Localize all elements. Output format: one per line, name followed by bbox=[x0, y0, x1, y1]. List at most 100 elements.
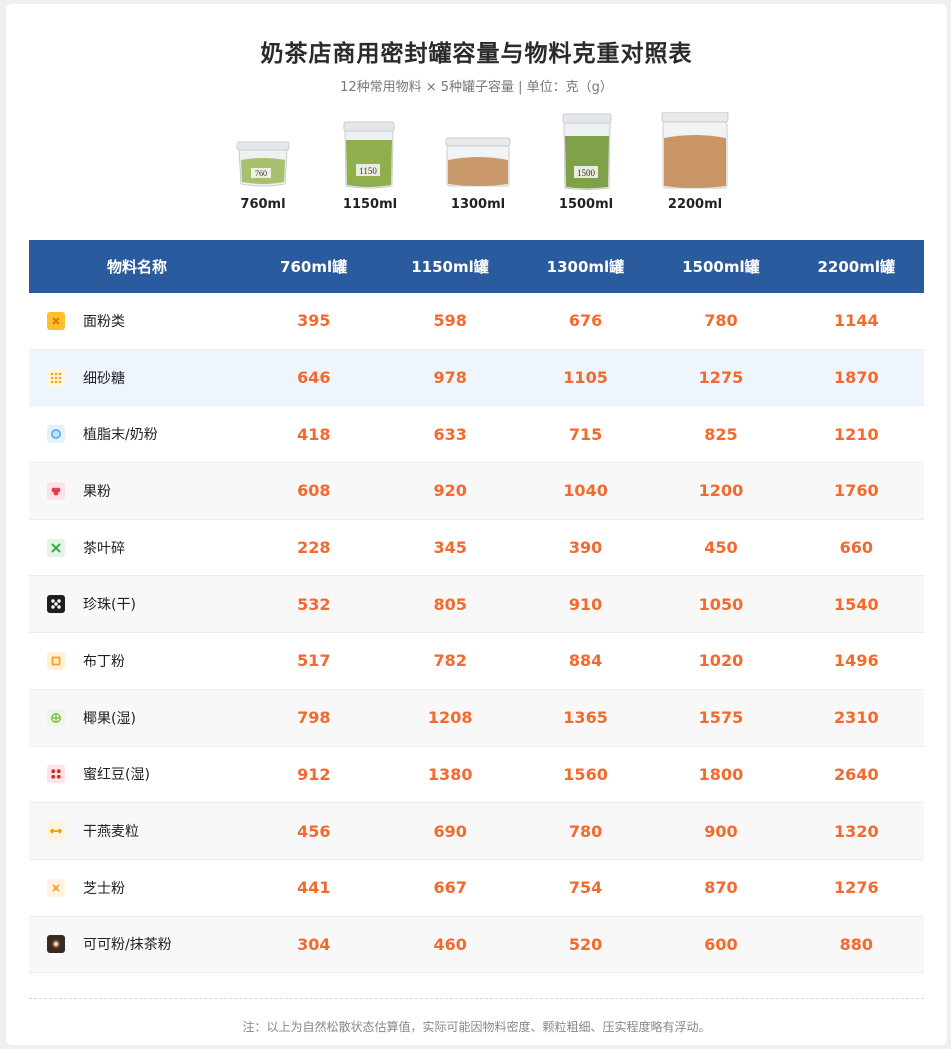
value-1150: 598 bbox=[433, 311, 467, 331]
value-1150: 667 bbox=[433, 878, 467, 898]
svg-text:1500: 1500 bbox=[577, 168, 596, 178]
flour-icon bbox=[47, 311, 65, 330]
material-name: 果粉 bbox=[83, 483, 111, 500]
footer-divider bbox=[29, 998, 924, 999]
value-2200: 1870 bbox=[834, 368, 879, 388]
value-760: 517 bbox=[297, 651, 331, 671]
page-card: 奶茶店商用密封罐容量与物料克重对照表 12种常用物料 × 5种罐子容量 | 单位… bbox=[6, 4, 947, 1045]
value-1500: 1575 bbox=[698, 708, 744, 728]
table-row: 椰果(湿) 798 1208 1365 1575 2310 bbox=[29, 689, 924, 747]
cheese-icon bbox=[47, 878, 65, 897]
jar-1150-image: 1150 bbox=[343, 121, 395, 189]
table-row: 细砂糖 646 978 1105 1275 1870 bbox=[29, 349, 924, 407]
value-1500: 780 bbox=[704, 311, 738, 331]
value-1300: 910 bbox=[568, 594, 603, 614]
value-1500: 1200 bbox=[698, 481, 744, 501]
material-name: 干燕麦粒 bbox=[83, 824, 139, 841]
table-row: 果粉 608 920 1040 1200 1760 bbox=[29, 463, 924, 520]
material-name: 布丁粉 bbox=[83, 653, 125, 670]
value-2200: 1320 bbox=[834, 821, 879, 841]
sugar-icon bbox=[47, 368, 65, 387]
header-1500: 1500ml罐 bbox=[682, 258, 760, 276]
value-760: 912 bbox=[297, 764, 331, 784]
value-1500: 870 bbox=[704, 878, 738, 898]
table-row: 茶叶碎 228 345 390 450 660 bbox=[29, 519, 924, 577]
value-760: 441 bbox=[297, 878, 331, 898]
value-1150: 782 bbox=[433, 651, 467, 671]
material-name: 珍珠(干) bbox=[83, 597, 136, 614]
value-1300: 1365 bbox=[563, 708, 608, 728]
value-1300: 780 bbox=[568, 821, 603, 841]
value-1300: 1560 bbox=[563, 764, 608, 784]
value-760: 798 bbox=[297, 708, 331, 728]
value-1500: 450 bbox=[704, 538, 738, 558]
jar-2200-label: 2200ml bbox=[667, 197, 723, 212]
value-1150: 460 bbox=[433, 934, 467, 954]
value-2200: 1144 bbox=[834, 311, 879, 331]
table-row: 芝士粉 441 667 754 870 1276 bbox=[29, 859, 924, 917]
value-1300: 754 bbox=[568, 878, 603, 898]
header-2200: 2200ml罐 bbox=[817, 258, 896, 276]
jar-1500: 1500 1500ml bbox=[536, 112, 636, 212]
value-2200: 1540 bbox=[834, 594, 879, 614]
jar-760-image: 760 bbox=[236, 141, 290, 187]
value-1300: 715 bbox=[568, 424, 603, 444]
value-1150: 920 bbox=[433, 481, 467, 501]
value-1300: 676 bbox=[568, 311, 603, 331]
table-row: 面粉类 395 598 676 780 1144 bbox=[29, 293, 924, 350]
jar-1500-label: 1500ml bbox=[558, 197, 614, 212]
value-1500: 900 bbox=[704, 821, 738, 841]
value-1500: 1800 bbox=[698, 764, 744, 784]
footnote: 注：以上为自然松散状态估算值，实际可能因物料密度、颗粒粗细、压实程度略有浮动。 bbox=[242, 1020, 711, 1034]
jar-2200-image bbox=[661, 112, 729, 189]
jar-1150-label: 1150ml bbox=[342, 197, 398, 212]
value-760: 228 bbox=[297, 538, 331, 558]
jar-760-label: 760ml bbox=[240, 197, 286, 212]
value-760: 395 bbox=[297, 311, 331, 331]
value-1150: 978 bbox=[433, 368, 467, 388]
value-1150: 633 bbox=[433, 424, 467, 444]
milk-powder-icon bbox=[47, 425, 65, 444]
value-2200: 1760 bbox=[834, 481, 879, 501]
jar-1300: 1300ml bbox=[428, 112, 528, 212]
table-row: 可可粉/抹茶粉 304 460 520 600 880 bbox=[29, 916, 924, 974]
value-1150: 1208 bbox=[427, 708, 473, 728]
table-header: 物料名称 760ml罐 1150ml罐 1300ml罐 1500ml罐 2200… bbox=[29, 240, 924, 293]
value-2200: 1276 bbox=[834, 878, 879, 898]
fruit-powder-icon bbox=[47, 481, 65, 500]
value-2200: 1496 bbox=[834, 651, 879, 671]
value-1300: 1040 bbox=[563, 481, 608, 501]
value-1300: 1105 bbox=[563, 368, 608, 388]
table-row: 珍珠(干) 532 805 910 1050 1540 bbox=[29, 576, 924, 634]
table-row: 干燕麦粒 456 690 780 900 1320 bbox=[29, 803, 924, 860]
svg-text:760: 760 bbox=[255, 169, 267, 178]
jar-gallery: 760 760ml 1150 1150ml 1300ml bbox=[6, 112, 947, 222]
value-1500: 600 bbox=[704, 934, 738, 954]
value-1150: 345 bbox=[433, 538, 467, 558]
header-material-name: 物料名称 bbox=[106, 258, 167, 276]
material-name: 椰果(湿) bbox=[83, 710, 136, 727]
table-row: 植脂末/奶粉 418 633 715 825 1210 bbox=[29, 406, 924, 464]
jar-1150: 1150 1150ml bbox=[320, 112, 420, 212]
material-name: 细砂糖 bbox=[83, 370, 125, 387]
value-760: 532 bbox=[297, 594, 331, 614]
jar-760: 760 760ml bbox=[213, 112, 313, 212]
value-760: 646 bbox=[297, 368, 331, 388]
jar-1300-label: 1300ml bbox=[450, 197, 506, 212]
value-1300: 520 bbox=[568, 934, 603, 954]
pearl-icon bbox=[47, 595, 65, 614]
value-1300: 390 bbox=[568, 538, 603, 558]
header-1300: 1300ml罐 bbox=[546, 258, 625, 276]
table-row: 布丁粉 517 782 884 1020 1496 bbox=[29, 633, 924, 690]
value-2200: 2640 bbox=[834, 764, 879, 784]
value-1150: 805 bbox=[433, 594, 467, 614]
material-name: 面粉类 bbox=[83, 313, 125, 330]
table-row: 蜜红豆(湿) 912 1380 1560 1800 2640 bbox=[29, 746, 924, 804]
page-title: 奶茶店商用密封罐容量与物料克重对照表 bbox=[260, 41, 693, 67]
value-1500: 1275 bbox=[698, 368, 744, 388]
material-name: 蜜红豆(湿) bbox=[83, 767, 150, 784]
material-name: 可可粉/抹茶粉 bbox=[83, 937, 172, 954]
jar-1500-image: 1500 bbox=[562, 113, 612, 190]
value-2200: 660 bbox=[839, 538, 874, 558]
value-2200: 1210 bbox=[834, 424, 879, 444]
